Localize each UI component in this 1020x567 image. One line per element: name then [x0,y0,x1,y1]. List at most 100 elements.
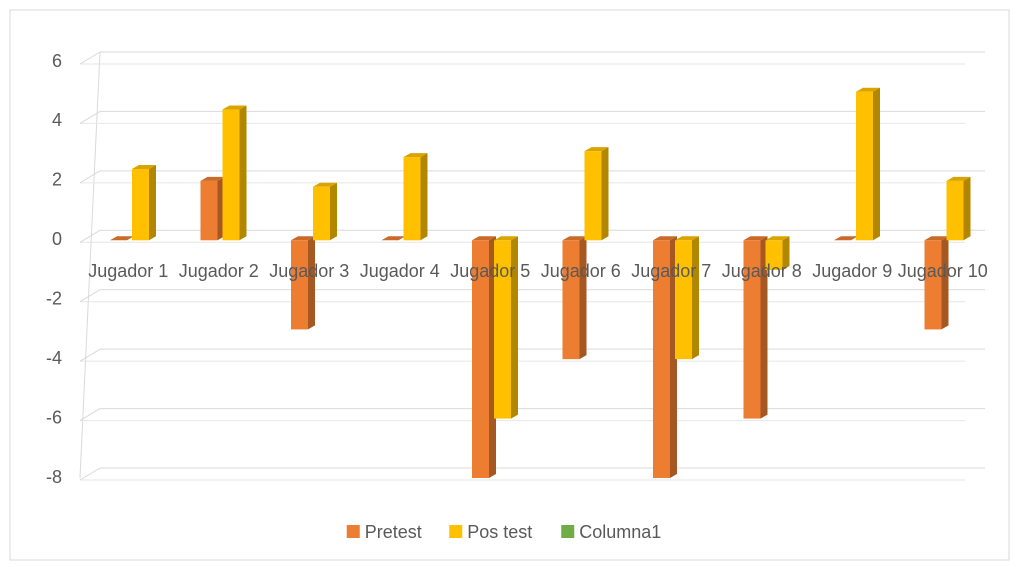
bar-front [584,151,602,241]
grid-depth [79,289,101,303]
bar-side [420,153,428,241]
y-tick-label: -2 [46,288,62,308]
bar [291,236,315,330]
bar-side [239,105,247,241]
y-tick-label: 0 [52,229,62,249]
grid-depth [79,467,101,481]
x-tick-label-box: Jugador 1 [88,261,169,281]
legend-label: Pos test [467,522,532,542]
grid-line [79,289,985,303]
x-tick-label-box: Jugador 5 [450,261,531,281]
bar-side [308,236,315,330]
bar-top [584,147,609,152]
y-tick-label: -6 [46,407,62,427]
legend-swatch [449,525,463,538]
grid-line [79,229,985,243]
bar-top [653,236,677,241]
x-tick-label-box: Jugador 2 [178,261,259,281]
bar-side [873,87,880,241]
bar-top [562,236,587,241]
legend-swatch [561,525,575,538]
bar-front [132,168,149,241]
bar-front [403,157,421,241]
bar-side [601,147,609,241]
x-tick-label: Jugador 8 [721,261,802,281]
grid-line [79,408,985,422]
bar-side [941,236,949,330]
bar-top [132,164,156,169]
legend-label: Pretest [365,522,422,542]
bar [132,164,156,241]
bar-top [291,236,315,241]
x-tick-label: Jugador 1 [88,261,169,281]
bar-side [511,236,518,419]
legend-label: Columna1 [579,522,661,542]
bar-front [313,186,330,241]
grid-depth [79,229,101,243]
y-tick-label: -4 [46,348,62,368]
x-tick-label-box: Jugador 4 [360,261,440,281]
x-tick-label: Jugador 3 [269,261,350,281]
bar [765,236,790,270]
bar-top [834,236,858,241]
bar-top [946,176,971,181]
grid-depth [79,348,101,362]
bar-front [472,240,489,478]
bar-side [760,236,768,419]
x-tick-label-box: Jugador 7 [631,261,712,281]
bar [946,176,971,241]
bar [743,236,768,419]
y-tick-label: 4 [52,110,62,130]
bar-front [222,109,240,241]
bar [403,153,428,241]
bar-side [782,236,790,270]
x-tick-label-box: Jugador 8 [721,261,802,281]
bar-front [765,240,783,270]
bar-side [963,176,971,241]
bar-top [403,153,428,158]
bar-top [494,236,518,241]
bar [222,105,247,241]
bar [584,147,609,241]
x-tick-label: Jugador 2 [178,261,259,281]
grid-line [79,348,985,362]
bar-top [675,236,699,241]
bar-front [856,91,873,241]
bar-top [924,236,949,241]
x-tick-label-box: Jugador 6 [540,261,621,281]
bar-top [200,176,225,181]
y-tick-label: -8 [46,467,62,487]
bar-front [200,180,218,241]
grid-line [79,51,985,65]
bar [675,236,699,360]
bar [834,236,858,241]
bar-side [149,164,156,241]
bar-front [675,240,692,360]
bar-top [222,105,247,110]
grid-depth [79,170,101,184]
bar-side [692,236,699,360]
bar-side [579,236,587,360]
bar-top [856,87,880,92]
grid-depth [79,110,101,124]
x-tick-label: Jugador 5 [450,261,531,281]
bar [381,236,406,241]
x-tick-label-box: Jugador 9 [812,261,892,281]
bar-top [743,236,768,241]
grid-line [79,467,985,481]
bar [110,236,134,241]
bar-top [472,236,496,241]
x-tick-label: Jugador 7 [631,261,712,281]
x-tick-label-box: Jugador 3 [269,261,350,281]
bar-top [110,236,134,241]
x-tick-label: Jugador 6 [540,261,621,281]
bar [856,87,880,241]
bar-front [291,240,308,330]
bar [562,236,587,360]
bar [200,176,225,241]
bar-front [494,240,511,419]
y-tick-label: 2 [52,170,62,190]
bar-front [743,240,761,419]
bar-top [313,182,337,187]
